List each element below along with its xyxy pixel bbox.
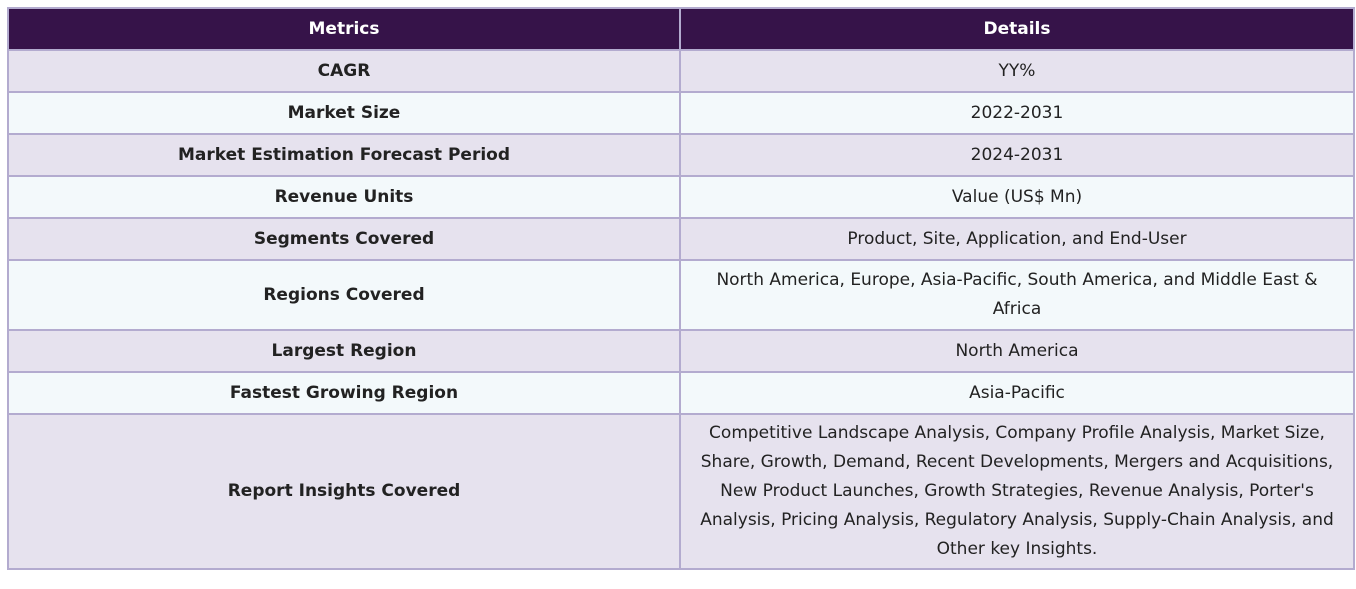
details-cell: 2022-2031 bbox=[679, 91, 1355, 135]
metric-cell: Report Insights Covered bbox=[7, 413, 681, 570]
table-row: Revenue Units Value (US$ Mn) bbox=[7, 175, 1355, 219]
metric-cell: Largest Region bbox=[7, 329, 681, 373]
header-details: Details bbox=[679, 7, 1355, 51]
details-cell: Asia-Pacific bbox=[679, 371, 1355, 415]
details-cell: North America, Europe, Asia-Pacific, Sou… bbox=[679, 259, 1355, 331]
details-cell: Value (US$ Mn) bbox=[679, 175, 1355, 219]
table-row: Segments Covered Product, Site, Applicat… bbox=[7, 217, 1355, 261]
metric-cell: Market Size bbox=[7, 91, 681, 135]
details-cell: Product, Site, Application, and End-User bbox=[679, 217, 1355, 261]
table-row: Largest Region North America bbox=[7, 329, 1355, 373]
table-row: Fastest Growing Region Asia-Pacific bbox=[7, 371, 1355, 415]
details-cell: North America bbox=[679, 329, 1355, 373]
header-metrics: Metrics bbox=[7, 7, 681, 51]
metrics-table-container: Metrics Details CAGR YY% Market Size 202… bbox=[7, 7, 1355, 570]
metric-cell: Revenue Units bbox=[7, 175, 681, 219]
metric-cell: Regions Covered bbox=[7, 259, 681, 331]
metrics-table: Metrics Details CAGR YY% Market Size 202… bbox=[7, 7, 1355, 570]
metric-cell: Market Estimation Forecast Period bbox=[7, 133, 681, 177]
table-row: Market Size 2022-2031 bbox=[7, 91, 1355, 135]
table-row: Market Estimation Forecast Period 2024-2… bbox=[7, 133, 1355, 177]
details-cell: 2024-2031 bbox=[679, 133, 1355, 177]
details-cell: YY% bbox=[679, 49, 1355, 93]
table-row: Regions Covered North America, Europe, A… bbox=[7, 259, 1355, 331]
details-cell: Competitive Landscape Analysis, Company … bbox=[679, 413, 1355, 570]
table-row: Report Insights Covered Competitive Land… bbox=[7, 413, 1355, 570]
table-header-row: Metrics Details bbox=[7, 7, 1355, 51]
metric-cell: Fastest Growing Region bbox=[7, 371, 681, 415]
metric-cell: Segments Covered bbox=[7, 217, 681, 261]
table-row: CAGR YY% bbox=[7, 49, 1355, 93]
metric-cell: CAGR bbox=[7, 49, 681, 93]
